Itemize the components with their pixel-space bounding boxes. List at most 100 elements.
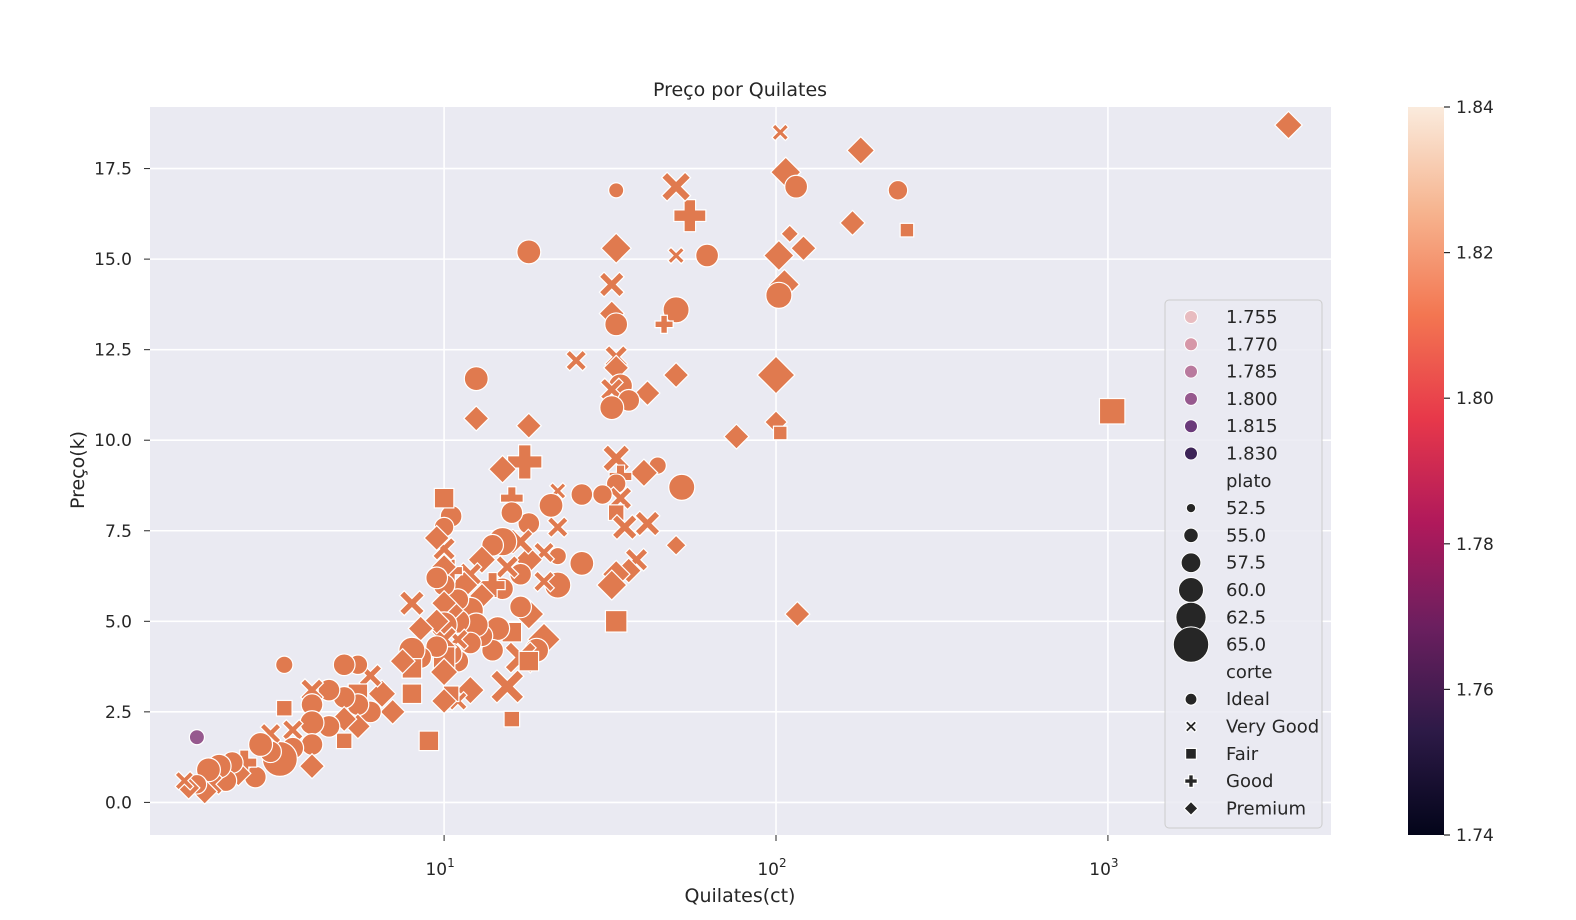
data-point — [515, 412, 543, 440]
data-point — [518, 650, 540, 672]
legend: 1.755 1.770 1.785 1.800 1.815 1.830 plato 52.5 5… — [1164, 299, 1323, 829]
legend-style-marker — [1183, 800, 1199, 817]
data-point — [463, 366, 489, 392]
legend-size-label: 52.5 — [1226, 498, 1266, 519]
grid-lines — [150, 107, 1331, 835]
y-tick-label: 17.5 — [94, 160, 132, 180]
data-point — [430, 687, 458, 715]
legend-hue-marker — [1184, 446, 1198, 461]
y-tick-label: 10.0 — [94, 431, 132, 451]
data-point — [401, 683, 423, 705]
x-tick-label: 102 — [757, 856, 786, 880]
data-point — [332, 653, 356, 677]
legend-hue-label: 1.830 — [1226, 444, 1278, 465]
legend-box — [1164, 299, 1323, 829]
y-tick-label: 2.5 — [105, 703, 132, 723]
legend-style-label: Very Good — [1226, 717, 1319, 738]
colorbar-tick-label: 1.84 — [1456, 98, 1494, 118]
legend-size-marker — [1178, 577, 1204, 603]
legend-style-title: corte — [1226, 662, 1272, 683]
data-point — [275, 655, 294, 675]
colorbar-tick-label: 1.80 — [1456, 389, 1494, 409]
data-point — [433, 487, 455, 509]
data-point — [595, 569, 628, 601]
x-tick-label: 103 — [1089, 856, 1118, 880]
data-point — [300, 733, 324, 756]
data-point — [569, 550, 595, 576]
legend-style-marker — [1184, 747, 1197, 760]
legend-style-marker — [1184, 719, 1198, 734]
data-point — [887, 179, 909, 201]
data-point — [765, 281, 793, 309]
data-point — [660, 171, 692, 203]
data-point — [538, 492, 564, 518]
data-point — [756, 355, 796, 395]
x-axis-ticks: 101 102 103 — [425, 835, 1119, 880]
data-point — [398, 589, 426, 617]
data-point — [565, 349, 588, 372]
legend-style-label: Ideal — [1226, 689, 1270, 710]
data-point — [629, 458, 659, 488]
data-point — [367, 679, 397, 709]
legend-size-marker — [1185, 502, 1197, 514]
legend-style-label: Good — [1226, 771, 1273, 792]
legend-style-label: Fair — [1226, 744, 1259, 765]
data-point — [1098, 397, 1126, 425]
y-tick-label: 0.0 — [105, 793, 132, 813]
data-point — [174, 770, 195, 791]
data-point-highlight — [188, 729, 206, 746]
data-point — [634, 379, 661, 407]
data-point — [425, 635, 449, 659]
legend-hue-label: 1.800 — [1226, 389, 1278, 410]
data-point — [600, 232, 633, 265]
data-point — [668, 473, 696, 501]
data-point — [695, 243, 720, 268]
legend-hue-marker — [1184, 337, 1198, 352]
data-point — [503, 710, 521, 728]
data-point — [489, 669, 525, 704]
legend-size-label: 65.0 — [1226, 635, 1266, 656]
data-point — [662, 361, 690, 389]
data-point — [317, 678, 341, 702]
data-point — [608, 182, 625, 199]
data-point — [281, 718, 304, 742]
data-point — [500, 501, 524, 525]
data-point — [654, 314, 674, 334]
data-point — [248, 731, 274, 758]
legend-size-title: plato — [1226, 471, 1272, 492]
data-points — [174, 110, 1304, 805]
data-point — [667, 246, 686, 265]
data-point — [604, 609, 628, 633]
legend-size-label: 62.5 — [1226, 607, 1266, 628]
y-axis-ticks: 0.0 2.5 5.0 7.5 10.0 12.5 15.0 17.5 — [94, 160, 150, 813]
x-tick-label: 101 — [425, 856, 454, 880]
data-point — [423, 524, 451, 552]
colorbar-tick-label: 1.76 — [1456, 680, 1494, 700]
y-tick-label: 12.5 — [94, 341, 132, 361]
data-point — [846, 135, 876, 166]
data-point — [509, 595, 533, 619]
legend-hue-label: 1.755 — [1226, 307, 1278, 328]
legend-style-label: Premium — [1226, 798, 1306, 819]
data-point — [389, 647, 416, 675]
legend-size-marker — [1172, 626, 1210, 663]
legend-hue-label: 1.785 — [1226, 362, 1278, 383]
legend-style-marker — [1184, 774, 1198, 789]
data-point — [425, 566, 449, 590]
data-point — [784, 600, 811, 628]
colorbar: 1.74 1.76 1.78 1.80 1.82 1.84 — [1408, 98, 1494, 846]
legend-hue-marker — [1184, 419, 1198, 434]
data-point — [771, 123, 790, 142]
colorbar-gradient — [1408, 107, 1444, 835]
data-point — [275, 699, 293, 717]
data-point — [899, 222, 915, 238]
data-point — [780, 224, 800, 244]
y-tick-label: 5.0 — [105, 612, 132, 632]
y-tick-label: 7.5 — [105, 522, 132, 542]
legend-style-marker — [1184, 692, 1198, 706]
legend-hue-marker — [1184, 364, 1198, 379]
data-point — [599, 395, 625, 421]
legend-hue-marker — [1184, 310, 1198, 324]
colorbar-tick-label: 1.82 — [1456, 244, 1494, 264]
